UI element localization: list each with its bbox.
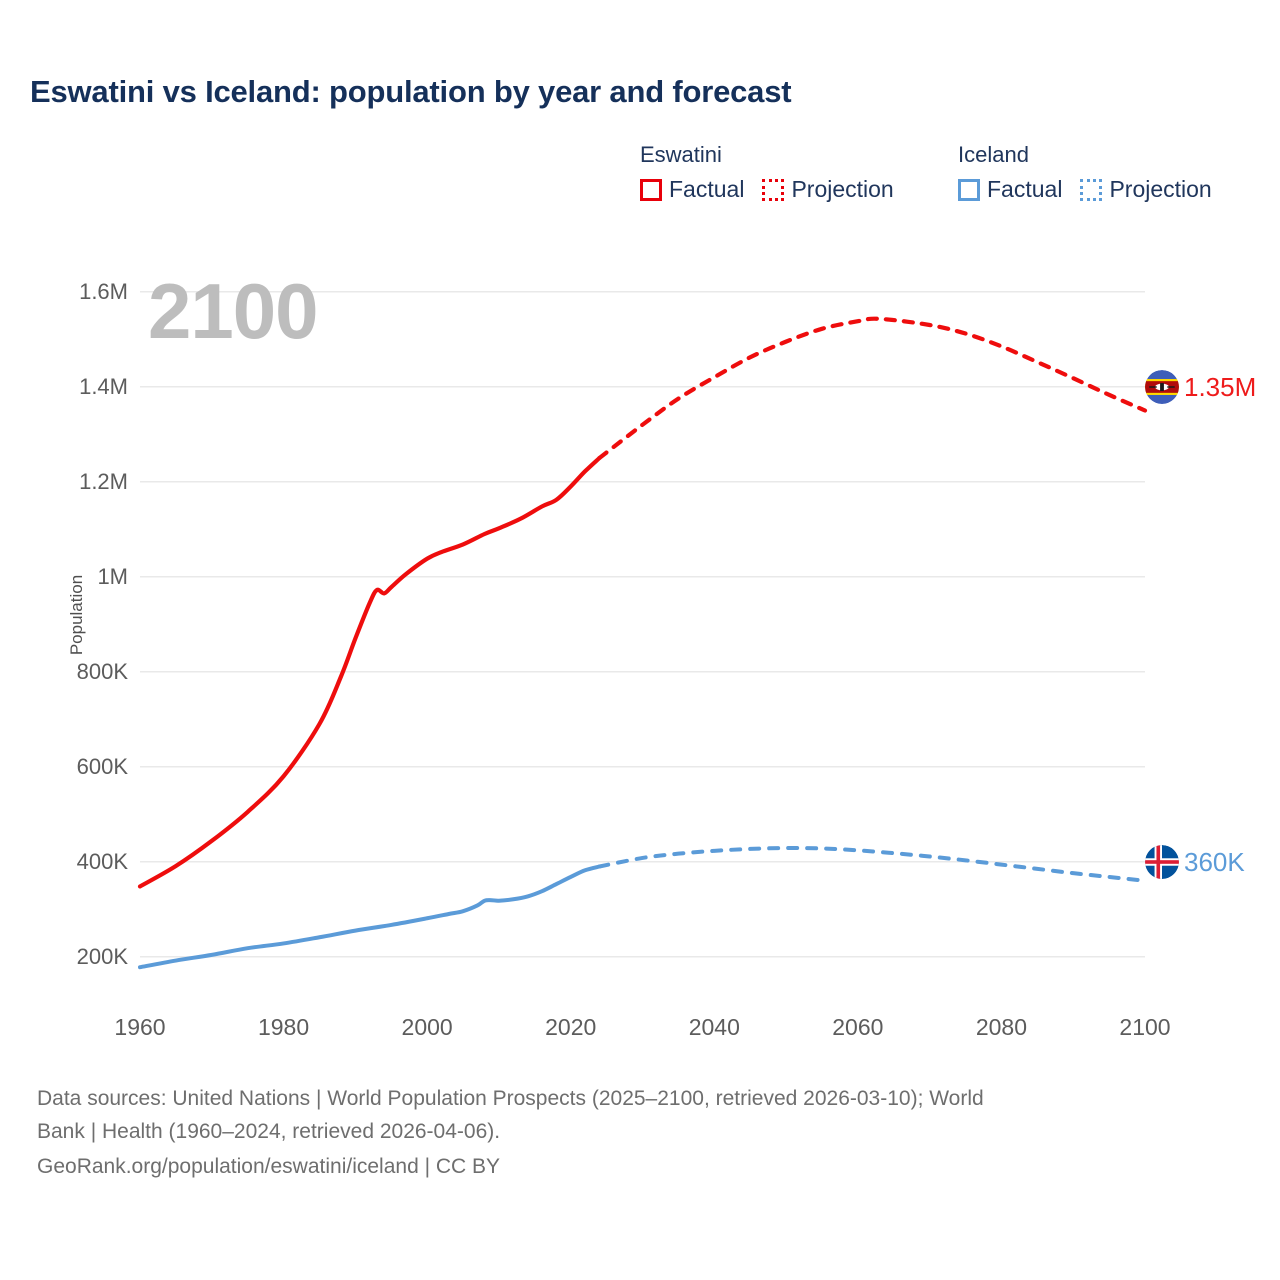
end-label-value-iceland: 360K [1184, 846, 1245, 877]
x-axis-tick-label: 2040 [688, 1014, 740, 1040]
x-axis-tick-label: 2060 [832, 1014, 884, 1040]
legend-item-iceland-factual[interactable]: Factual [958, 176, 1062, 203]
end-label-iceland: 360K [1145, 845, 1245, 879]
y-axis-tick-label: 800K [76, 658, 128, 684]
eswatini-flag-icon [1145, 370, 1179, 404]
legend-swatch-solid-blue-icon [958, 178, 980, 201]
y-axis-tick-label: 1.4M [79, 373, 128, 399]
y-axis-tick-label: 1.2M [79, 468, 128, 494]
legend-group-title-iceland: Iceland [958, 142, 1029, 167]
end-label-value-eswatini: 1.35M [1184, 371, 1257, 402]
legend-swatch-solid-red-icon [640, 178, 662, 201]
footer-line-2: Bank | Health (1960–2024, retrieved 2026… [37, 1119, 501, 1143]
legend-group-title-eswatini: Eswatini [640, 142, 722, 167]
footer-sources: Data sources: United Nations | World Pop… [37, 1083, 1247, 1184]
chart-legend: Eswatini Factual Projection Iceland Fact… [640, 142, 1260, 222]
y-axis-tick-label: 200K [76, 943, 128, 969]
series-line-factual-iceland [138, 864, 602, 970]
legend-label-iceland-factual: Factual [987, 176, 1063, 202]
x-axis-tick-label: 1980 [257, 1014, 310, 1040]
watermark-year: 2100 [148, 267, 319, 355]
legend-swatch-dotted-red-icon [762, 178, 785, 201]
legend-item-eswatini-factual[interactable]: Factual [640, 176, 744, 203]
y-axis-tick-label: 400K [76, 848, 128, 874]
series-line-projection-iceland [597, 845, 1147, 883]
series-line-projection-eswatini [597, 316, 1148, 461]
series-line-factual-eswatini [137, 455, 602, 889]
chart-plot-area: Population 2100 200K 400K 600K 800K 1M 1.2M 1.… [67, 267, 1256, 1040]
y-axis-tick-label: 600K [76, 753, 128, 779]
legend-item-iceland-projection[interactable]: Projection [1080, 176, 1212, 203]
x-axis-tick-label: 2080 [975, 1014, 1028, 1040]
x-axis-tick-label: 2100 [1119, 1014, 1171, 1040]
legend-label-iceland-projection: Projection [1109, 176, 1212, 202]
page-title: Eswatini vs Iceland: population by year … [30, 74, 792, 109]
x-axis-tick-label: 2000 [401, 1014, 453, 1040]
legend-swatch-dotted-blue-icon [1080, 178, 1103, 201]
iceland-flag-icon [1145, 845, 1179, 879]
legend-group-eswatini: Eswatini Factual Projection [640, 142, 894, 203]
legend-group-iceland: Iceland Factual Projection [958, 142, 1212, 203]
series-lines [137, 316, 1148, 970]
x-axis-tick-label: 1960 [114, 1014, 166, 1040]
legend-item-eswatini-projection[interactable]: Projection [762, 176, 894, 203]
end-label-eswatini: 1.35M [1145, 370, 1256, 404]
footer-line-3[interactable]: GeoRank.org/population/eswatini/iceland … [37, 1155, 501, 1179]
y-axis-tick-label: 1M [97, 563, 128, 589]
legend-label-eswatini-factual: Factual [669, 176, 745, 202]
chart-svg [137, 290, 1148, 970]
legend-label-eswatini-projection: Projection [791, 176, 894, 202]
x-axis-tick-label: 2020 [545, 1014, 597, 1040]
y-axis-tick-label: 1.6M [79, 278, 128, 304]
footer-line-1: Data sources: United Nations | World Pop… [37, 1087, 984, 1110]
